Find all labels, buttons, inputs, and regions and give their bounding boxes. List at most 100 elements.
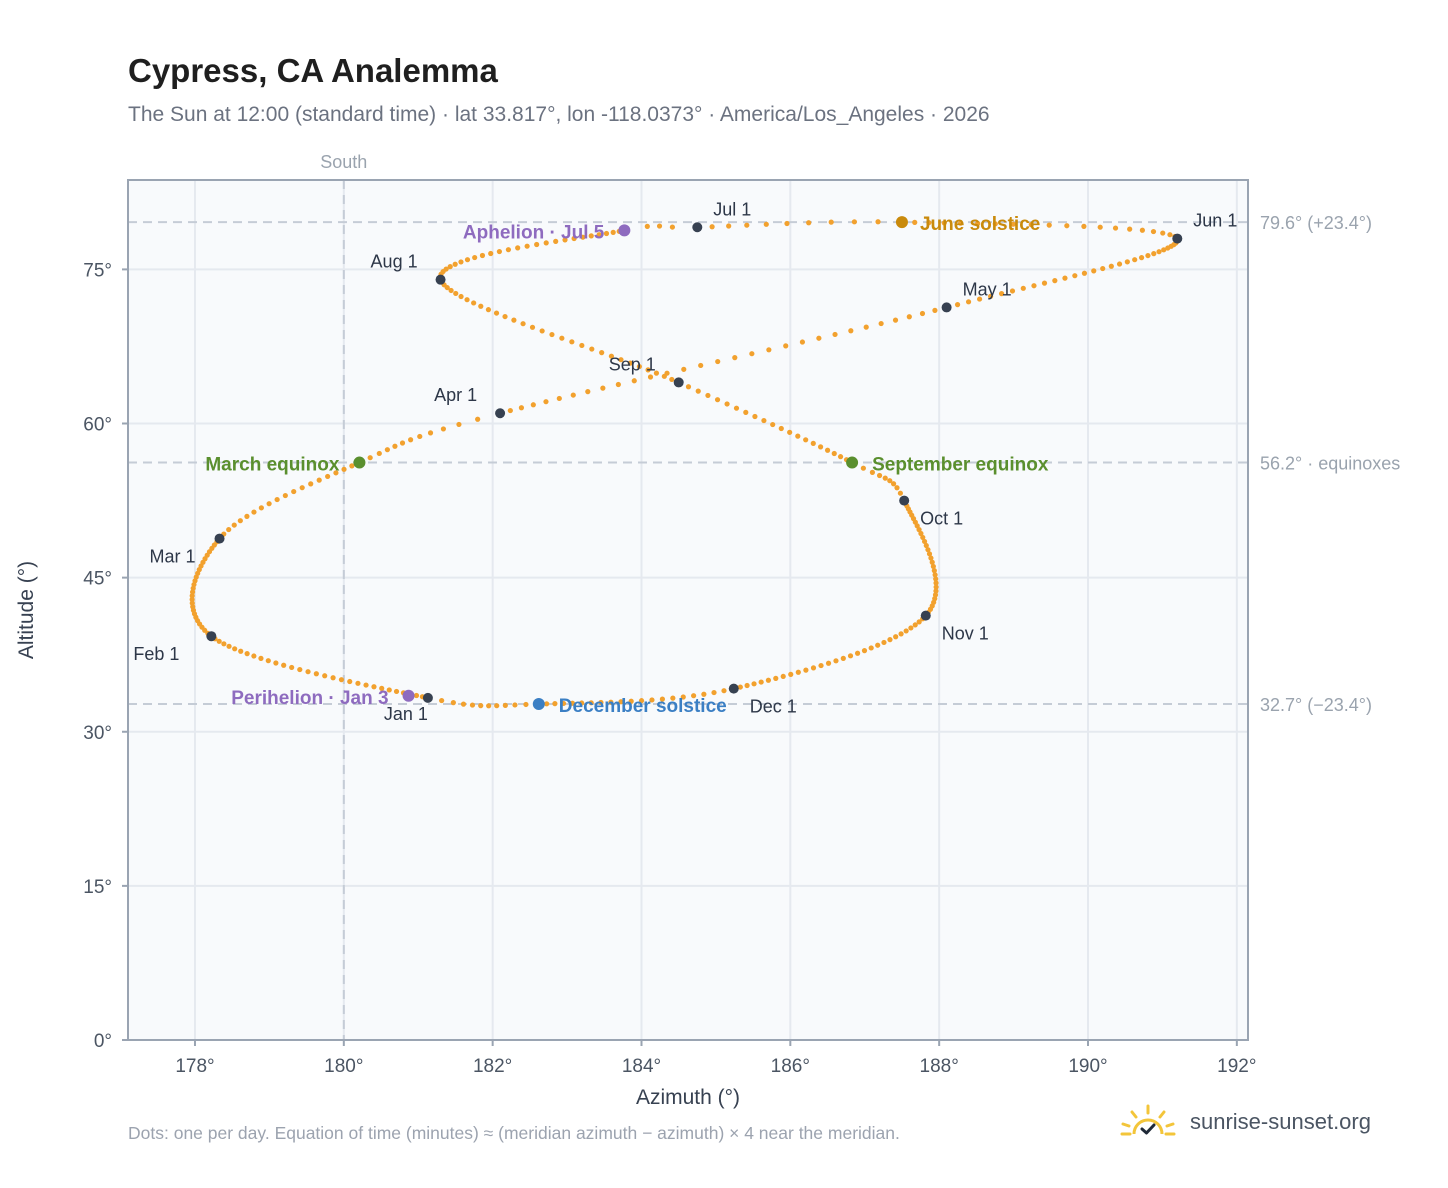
event-marker (353, 456, 366, 469)
day-dot (1041, 280, 1048, 286)
day-dot (349, 463, 355, 469)
day-dot (1132, 257, 1138, 263)
x-tick-label: 188° (920, 1056, 959, 1077)
day-dot (861, 648, 868, 654)
day-dot (941, 220, 947, 226)
day-dot (1028, 222, 1034, 228)
month-label: Dec 1 (750, 697, 797, 717)
day-dot (887, 637, 893, 643)
chart-subtitle: The Sun at 12:00 (standard time) · lat 3… (128, 103, 990, 126)
day-dot (458, 259, 464, 265)
brand-logo[interactable]: sunrise-sunset.org (1120, 1100, 1371, 1144)
day-dot (851, 219, 857, 225)
day-dot (471, 300, 477, 306)
day-dot (534, 241, 540, 248)
day-dot (562, 237, 568, 243)
month-marker (214, 533, 225, 544)
day-dot (810, 665, 817, 671)
y-tick-label: 15° (83, 877, 112, 898)
day-dot (274, 496, 280, 503)
month-marker (673, 377, 684, 388)
day-dot (585, 389, 591, 395)
day-dot (379, 685, 385, 691)
y-axis-label: Altitude (°) (15, 561, 38, 659)
day-dot (965, 299, 972, 305)
month-label: Jul 1 (713, 199, 751, 219)
day-dot (975, 220, 981, 227)
day-dot (685, 384, 692, 390)
month-marker (495, 408, 506, 419)
event-markers: June solstice December solstice March equi… (205, 214, 1048, 717)
day-dot (737, 684, 743, 690)
day-dot (715, 358, 721, 365)
day-dot (733, 405, 740, 411)
day-dot (291, 488, 297, 495)
y-tick-label: 75° (83, 260, 112, 281)
day-dot (520, 321, 526, 327)
day-dot (923, 542, 929, 549)
day-dot (976, 296, 983, 302)
day-dot (1124, 259, 1130, 265)
day-dot (560, 700, 567, 707)
day-dot (928, 555, 934, 561)
day-dot (589, 346, 595, 352)
day-dot (818, 662, 824, 669)
day-dot (929, 559, 935, 565)
day-dot (464, 257, 471, 263)
day-dot (523, 701, 529, 708)
day-dot (806, 220, 812, 226)
day-dot (828, 219, 834, 225)
month-marker (1172, 233, 1183, 244)
day-dot (751, 681, 757, 687)
day-dot (992, 221, 998, 227)
day-dot (988, 293, 994, 299)
day-dot (453, 290, 459, 297)
day-dot (599, 350, 605, 356)
day-dot (758, 679, 764, 685)
month-label: Feb 1 (133, 644, 179, 664)
day-dot (933, 588, 939, 594)
day-dot (1009, 288, 1016, 294)
day-dot (1010, 221, 1016, 227)
day-dot (251, 509, 257, 515)
day-dot (627, 360, 633, 366)
day-dot (552, 701, 558, 707)
day-dot (580, 234, 586, 240)
day-dot (636, 363, 642, 370)
chart-title: Cypress, CA Analemma (128, 52, 498, 89)
day-dot (998, 291, 1005, 297)
day-dot (1139, 227, 1145, 233)
day-dot (530, 402, 536, 408)
day-dot (892, 317, 899, 323)
day-dot (559, 335, 565, 341)
day-dot (427, 430, 434, 436)
day-dot (837, 454, 844, 460)
event-label: March equinox (205, 455, 340, 476)
day-dot (709, 224, 715, 230)
meridian-label: South (320, 152, 367, 172)
day-dot (515, 245, 521, 251)
reference-line-label: 32.7° (−23.4°) (1260, 695, 1372, 715)
event-marker (532, 698, 545, 711)
day-dot (539, 328, 545, 334)
day-dot (912, 219, 918, 225)
plot-frame (127, 179, 1249, 1041)
day-dot (571, 235, 577, 242)
day-dot (600, 385, 606, 391)
day-dot (840, 655, 846, 661)
month-marker (899, 495, 910, 506)
day-dot (854, 650, 861, 656)
day-dot (266, 501, 272, 507)
day-dot (569, 700, 576, 706)
day-dot (458, 293, 464, 300)
day-dot (496, 248, 502, 255)
y-tick-label: 30° (83, 723, 112, 744)
month-marker (920, 610, 931, 621)
day-dot (486, 703, 492, 709)
day-dot (906, 314, 912, 320)
day-dot (1167, 232, 1173, 238)
day-dot (439, 697, 445, 704)
day-dot (726, 223, 732, 229)
x-tick-label: 178° (175, 1056, 214, 1077)
day-dot (744, 682, 750, 689)
